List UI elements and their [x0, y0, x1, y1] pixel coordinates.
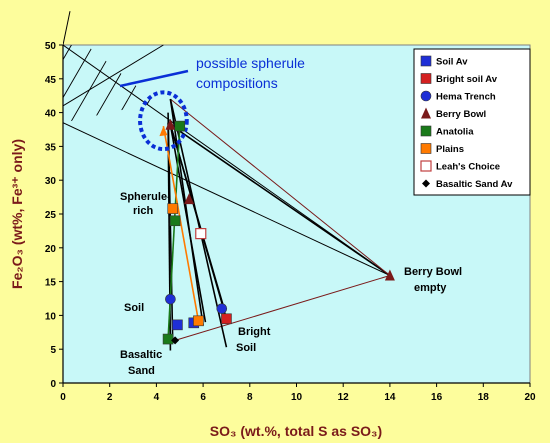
data-point [193, 315, 204, 327]
y-tick-label: 20 [45, 244, 57, 255]
axes: 0 2 4 6 8 10 12 14 16 18 20 0 5 10 15 20 25 30 35 40 45 50 [45, 41, 536, 403]
legend-entry: Leah's Choice [436, 162, 500, 173]
x-tick-label: 14 [384, 392, 396, 403]
hatch-line [0, 11, 3, 166]
legend-marker [421, 107, 431, 119]
boundary-line [63, 11, 71, 46]
y-tick-label: 30 [45, 176, 57, 187]
boundary-lines [63, 11, 391, 276]
hatch-line [63, 45, 114, 123]
data-point [172, 319, 183, 331]
y-axis-title: Fe₂O₃ (wt%, Fe³⁺ only) [9, 139, 25, 289]
highlight-circle [138, 90, 189, 152]
annotation-spherule-rich-line1: Spherule- [120, 191, 171, 203]
annotation-soil: Soil [124, 302, 144, 314]
legend-entry: Berry Bowl [436, 109, 486, 120]
legend-entry: Bright soil Av [436, 74, 498, 85]
annotation-pointer [119, 69, 189, 88]
x-tick-label: 10 [291, 392, 303, 403]
boundary-line [63, 44, 391, 276]
data-point [384, 269, 395, 281]
y-tick-label: 45 [45, 75, 57, 86]
arrow-head [159, 126, 168, 137]
legend-marker [420, 90, 432, 102]
legend-entry: Plains [436, 144, 464, 155]
data-point [165, 293, 176, 305]
legend-entry: Hema Trench [436, 92, 496, 103]
legend: Soil Av Bright soil Av Hema Trench Berry Bo… [413, 48, 531, 196]
mixing-line [169, 98, 204, 326]
y-tick-label: 10 [45, 311, 57, 322]
legend-marker [420, 55, 432, 67]
boundary-line [63, 122, 391, 276]
annotation-spherule-line2: compositions [196, 75, 278, 91]
mixing-line [170, 98, 391, 276]
annotations: possible spherule compositions Spherule-… [120, 55, 462, 377]
data-point [216, 303, 228, 314]
hatch-line [88, 45, 157, 123]
y-tick-label: 40 [45, 109, 57, 120]
annotation-berry-bowl-line2: empty [414, 282, 447, 294]
data-points [162, 118, 395, 345]
annotation-berry-bowl-line1: Berry Bowl [404, 266, 462, 278]
data-point [169, 215, 181, 227]
x-axis-title: SO₃ (wt.%, total S as SO₃) [210, 423, 382, 439]
y-tick-label: 35 [45, 142, 57, 153]
data-point [221, 313, 232, 325]
legend-marker [420, 125, 432, 137]
annotation-spherule-line1: possible spherule [196, 55, 305, 71]
legend-entry: Soil Av [436, 57, 468, 68]
annotation-bright-soil-line2: Soil [236, 342, 256, 354]
x-tick-label: 6 [200, 392, 206, 403]
y-tick-label: 5 [50, 345, 56, 356]
hatch-line [66, 45, 157, 123]
annotation-bright-soil-line1: Bright [238, 326, 271, 338]
x-tick-label: 20 [524, 392, 536, 403]
data-point [174, 120, 186, 132]
boundary-line [63, 44, 164, 107]
data-point [165, 118, 176, 130]
y-tick-label: 0 [50, 379, 56, 390]
annotation-basaltic-line1: Basaltic [120, 349, 162, 361]
x-tick-label: 4 [154, 392, 160, 403]
x-tick-label: 16 [431, 392, 443, 403]
data-point [195, 228, 207, 240]
legend-box [413, 48, 531, 196]
mixing-lines [159, 98, 391, 351]
data-point [184, 193, 195, 205]
legend-entry: Anatolia [436, 127, 474, 138]
legend-marker [420, 143, 432, 154]
mixing-line [174, 275, 391, 341]
y-tick-label: 50 [45, 41, 57, 52]
mixing-line [162, 125, 200, 321]
mixing-line [169, 124, 391, 277]
data-point [171, 336, 180, 345]
x-tick-label: 0 [60, 392, 66, 403]
x-tick-label: 18 [478, 392, 490, 403]
legend-marker [420, 73, 432, 84]
legend-marker [420, 160, 432, 172]
annotation-spherule-rich-line2: rich [133, 205, 153, 217]
x-tick-label: 2 [107, 392, 113, 403]
annotation-basaltic-line2: Sand [128, 365, 155, 377]
x-tick-label: 8 [247, 392, 253, 403]
y-tick-label: 25 [45, 210, 57, 221]
y-tick-label: 15 [45, 278, 57, 289]
data-point [162, 333, 174, 345]
spherule-highlight [119, 69, 189, 152]
data-point [167, 203, 179, 214]
legend-entry: Basaltic Sand Av [436, 179, 513, 190]
legend-marker [422, 179, 430, 188]
x-tick-label: 12 [338, 392, 350, 403]
